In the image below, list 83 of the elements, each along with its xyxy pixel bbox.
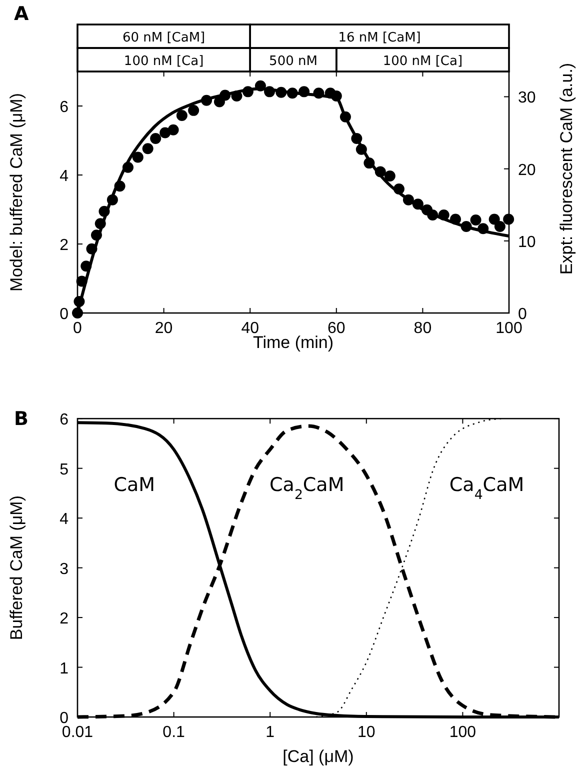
y-tick-label: 1 <box>60 660 69 678</box>
point <box>313 88 324 99</box>
text: 100 nM [Ca] <box>382 54 463 69</box>
point <box>106 194 118 206</box>
point <box>356 144 367 155</box>
point <box>427 209 438 220</box>
point <box>494 220 506 232</box>
point <box>80 260 92 272</box>
point <box>460 220 472 232</box>
point <box>74 296 85 307</box>
point <box>298 86 310 98</box>
point <box>384 170 396 182</box>
x-tick-label: 100 <box>496 320 522 337</box>
point <box>470 214 482 226</box>
point <box>142 143 154 154</box>
point <box>374 166 386 178</box>
point <box>122 162 134 173</box>
x-axis-title: [Ca] (μM) <box>282 747 354 766</box>
x-tick-label: 1 <box>266 724 275 741</box>
x-tick-label: 0 <box>73 320 82 337</box>
text: 100 nM [Ca] <box>124 54 204 69</box>
x-tick-label: 0.01 <box>62 724 94 741</box>
series-label: Ca$_{2}$CaM <box>270 474 344 503</box>
point <box>86 243 98 254</box>
y-tick-label: 4 <box>60 168 69 185</box>
series-label: CaM <box>114 474 156 496</box>
point <box>412 198 424 210</box>
point <box>364 158 375 169</box>
y-tick-label: 3 <box>60 560 69 578</box>
point <box>330 90 342 102</box>
series-label: Ca$_{4}$CaM <box>449 474 524 503</box>
point <box>168 124 179 136</box>
point <box>478 223 489 234</box>
x-tick-label: 80 <box>414 320 432 337</box>
y-tick-label: 5 <box>60 461 69 478</box>
point <box>201 94 212 106</box>
point <box>254 80 266 92</box>
y2-tick-label: 20 <box>518 162 536 179</box>
point <box>98 206 110 217</box>
text: 500 nM <box>269 54 318 69</box>
point <box>90 230 102 241</box>
point <box>132 152 144 163</box>
point <box>393 184 404 195</box>
y-tick-label: 0 <box>60 710 69 727</box>
point <box>276 86 287 98</box>
point <box>72 308 83 318</box>
point <box>402 194 414 206</box>
point <box>114 180 126 192</box>
y-tick-label: 2 <box>60 237 69 254</box>
x-tick-label: 10 <box>358 724 376 741</box>
y-tick-label: 4 <box>60 511 69 528</box>
point <box>286 88 298 99</box>
y-axis-title: Model: buffered CaM (μM) <box>7 93 26 292</box>
x-tick-label: 0.1 <box>162 724 186 741</box>
point <box>150 133 162 144</box>
y2-tick-label: 0 <box>518 306 527 323</box>
point <box>76 276 88 287</box>
text: 16 nM [CaM] <box>338 30 421 46</box>
y-tick-label: 6 <box>60 412 69 429</box>
y-tick-label: 6 <box>60 99 69 116</box>
point <box>264 86 276 98</box>
x-tick-label: 100 <box>449 724 476 741</box>
point <box>351 133 362 144</box>
y-tick-label: 2 <box>60 610 69 628</box>
point <box>450 214 461 225</box>
point <box>188 104 200 116</box>
y2-tick-label: 30 <box>518 90 536 107</box>
point <box>94 218 106 230</box>
point <box>231 90 242 102</box>
point <box>176 110 188 121</box>
y-tick-label: 0 <box>60 306 69 323</box>
point <box>438 209 450 220</box>
point <box>220 90 231 101</box>
chart-title: B <box>14 408 28 430</box>
x-tick-label: 20 <box>154 320 173 337</box>
text: 60 nM [CaM] <box>122 30 206 46</box>
chart-title: A <box>14 3 29 25</box>
point <box>340 111 351 122</box>
point <box>242 86 254 98</box>
point <box>503 214 514 225</box>
y-axis-title: Buffered CaM (μM) <box>7 496 26 640</box>
y2-axis-title: Expt: fluorescent CaM (a.u.) <box>557 62 576 275</box>
y2-tick-label: 10 <box>518 234 536 251</box>
